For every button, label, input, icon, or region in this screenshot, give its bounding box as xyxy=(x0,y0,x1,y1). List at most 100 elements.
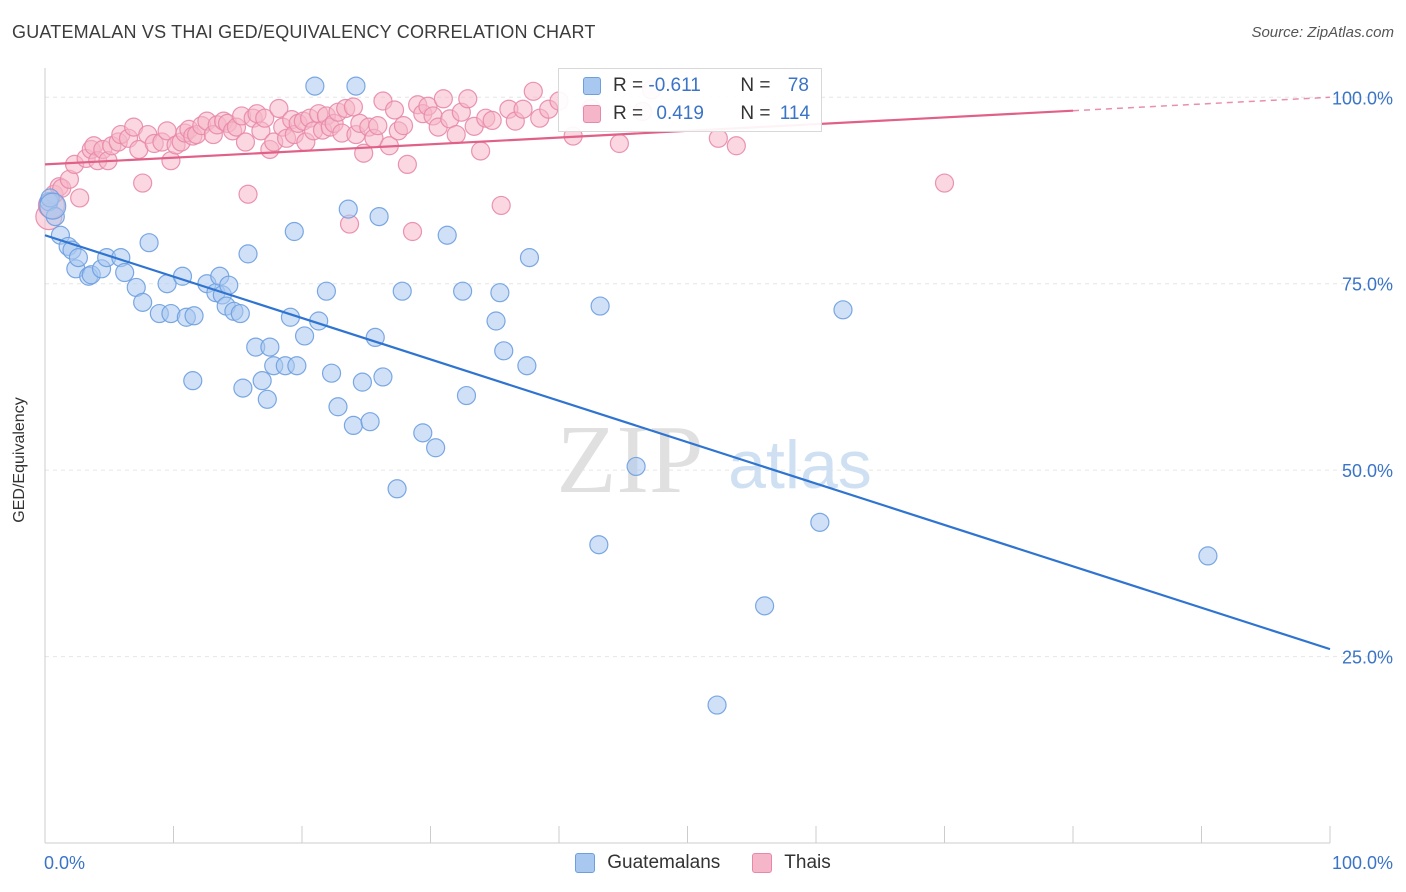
guatemalans-legend-label: Guatemalans xyxy=(607,852,721,873)
guatemalan-point xyxy=(139,233,159,253)
legend-item-thais[interactable]: Thais xyxy=(752,852,831,874)
guatemalan-point xyxy=(490,283,510,303)
guatemalan-point xyxy=(352,372,372,392)
guatemalan-point xyxy=(456,385,477,406)
guatemalan-point xyxy=(360,412,380,432)
thais-trend-extension xyxy=(1072,96,1331,112)
guatemalan-point xyxy=(589,535,609,555)
thai-point xyxy=(384,100,405,120)
y-tick-label: 100.0% xyxy=(1332,88,1393,108)
guatemalan-point xyxy=(517,356,537,376)
guatemalan-point xyxy=(252,371,272,391)
y-tick-labels: 25.0% 50.0% 75.0% 100.0% xyxy=(1332,88,1393,667)
stats-legend: R = -0.611 N = 78 R = 0.419 N = 114 xyxy=(558,68,822,132)
guatemalans-points xyxy=(39,76,1218,715)
guatemalan-point xyxy=(287,356,307,376)
guatemalan-point xyxy=(590,296,610,316)
legend-r-value: -0.611 xyxy=(648,75,701,96)
guatemalan-point xyxy=(305,76,325,96)
guatemalan-point xyxy=(343,415,363,435)
thai-point xyxy=(343,97,363,117)
trend-lines xyxy=(44,96,1331,651)
legend-n-label: N = xyxy=(740,75,776,96)
series-legend: Guatemalans Thais xyxy=(0,852,1406,874)
guatemalan-point xyxy=(426,438,446,458)
legend-r-label: R = xyxy=(613,75,649,96)
thai-point xyxy=(708,128,728,148)
guatemalans-trend-line xyxy=(44,234,1331,651)
legend-item-guatemalans[interactable]: Guatemalans xyxy=(575,852,720,874)
grid-lines xyxy=(45,96,1392,658)
x-tick-label: 100.0% xyxy=(1332,853,1393,873)
thai-point xyxy=(133,173,153,193)
guatemalan-point xyxy=(833,300,853,320)
thais-swatch xyxy=(583,105,601,123)
x-tick-labels: 0.0% 100.0% xyxy=(44,853,1393,873)
thai-point xyxy=(393,116,414,136)
guatemalan-point xyxy=(257,389,277,409)
guatemalan-point xyxy=(373,367,393,387)
thais-points xyxy=(35,80,955,242)
legend-n-value: 78 xyxy=(787,75,809,96)
guatemalan-point xyxy=(328,397,348,417)
thais-legend-label: Thais xyxy=(784,852,831,873)
guatemalan-point xyxy=(294,326,315,346)
thai-point xyxy=(513,99,533,119)
guatemalan-point xyxy=(133,292,153,312)
thais-trend-line xyxy=(44,109,1074,166)
y-tick-label: 50.0% xyxy=(1342,461,1393,481)
legend-row-thais: R = 0.419 N = 114 xyxy=(583,102,810,126)
guatemalan-point xyxy=(184,306,204,326)
guatemalan-point xyxy=(338,199,358,219)
thai-point xyxy=(235,132,256,152)
legend-r-value: 0.419 xyxy=(656,103,704,124)
thai-point xyxy=(433,89,453,109)
guatemalans-swatch xyxy=(583,77,601,95)
thais-legend-swatch xyxy=(752,853,773,873)
guatemalan-point xyxy=(392,281,412,301)
source-label: Source: ZipAtlas.com xyxy=(1251,24,1394,41)
thai-point xyxy=(368,116,388,136)
guatemalan-point xyxy=(494,341,514,361)
watermark: ZIP atlas xyxy=(557,406,872,514)
guatemalan-point xyxy=(233,378,253,398)
thai-point xyxy=(471,141,491,161)
thai-point xyxy=(238,184,258,204)
guatemalan-point xyxy=(626,456,646,477)
guatemalan-point xyxy=(707,695,727,715)
thai-point xyxy=(70,188,90,208)
guatemalans-legend-swatch xyxy=(575,853,596,873)
thai-point xyxy=(446,124,466,145)
guatemalan-point xyxy=(346,76,366,96)
legend-row-guatemalans: R = -0.611 N = 78 xyxy=(583,74,809,98)
guatemalan-point xyxy=(39,192,67,220)
guatemalan-point xyxy=(1198,546,1218,566)
legend-n-label: N = xyxy=(740,103,776,124)
guatemalan-point xyxy=(519,248,540,268)
thai-point xyxy=(458,89,478,109)
thai-point xyxy=(491,195,511,216)
guatemalan-point xyxy=(437,225,457,245)
thai-point xyxy=(397,154,417,174)
guatemalan-point xyxy=(284,221,304,242)
y-tick-label: 25.0% xyxy=(1342,648,1393,668)
guatemalan-point xyxy=(230,303,250,324)
watermark-atlas: atlas xyxy=(728,427,872,503)
thai-point xyxy=(523,81,543,101)
guatemalan-point xyxy=(453,281,473,301)
thai-point xyxy=(726,136,746,156)
guatemalan-point xyxy=(260,337,280,357)
legend-r-label: R = xyxy=(613,103,649,124)
guatemalan-point xyxy=(238,244,258,264)
guatemalan-point xyxy=(316,281,337,301)
thai-point xyxy=(255,108,275,128)
legend-n-value: 114 xyxy=(779,103,811,124)
guatemalan-point xyxy=(413,423,433,443)
chart-title: GUATEMALAN VS THAI GED/EQUIVALENCY CORRE… xyxy=(12,22,596,42)
guatemalan-point xyxy=(810,512,830,532)
x-tick-label: 0.0% xyxy=(44,853,85,873)
guatemalan-point xyxy=(754,596,775,616)
y-tick-label: 75.0% xyxy=(1342,275,1393,295)
thai-point xyxy=(402,221,423,242)
